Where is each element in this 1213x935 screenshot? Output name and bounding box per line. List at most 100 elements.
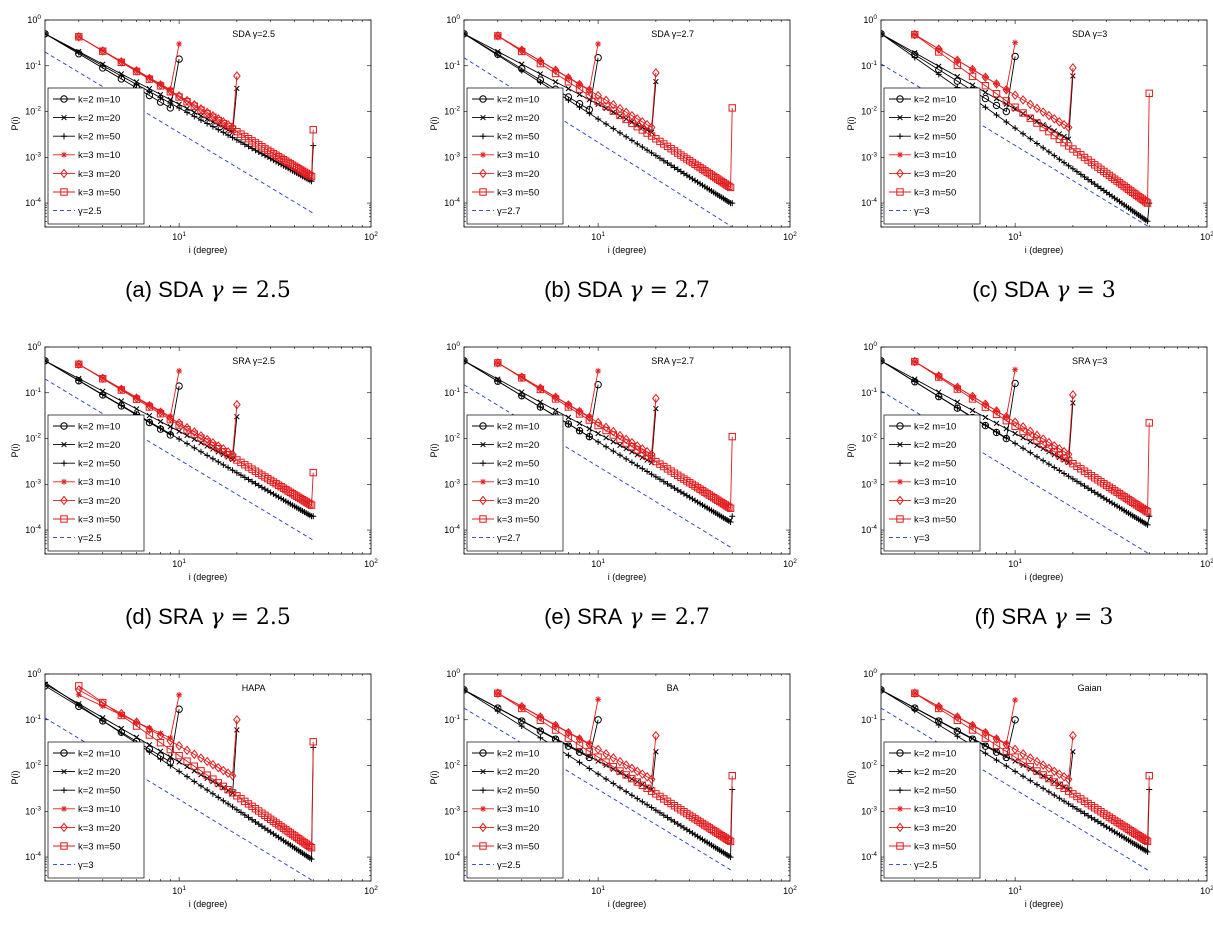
panel-6: 101 102 100 10-1 10-2 10-3 10-4 i (degree) P(i) S… — [846, 341, 1213, 630]
legend-label: k=2 m=10 — [497, 421, 539, 432]
legend-entry: k=3 m=20 — [889, 168, 956, 180]
y-tick-label: 10-3 — [861, 805, 877, 816]
data-point — [586, 740, 593, 747]
data-point — [183, 98, 191, 106]
panel-caption: (a) SDA γ = 2.5 — [125, 277, 291, 303]
legend-entry: k=3 m=50 — [53, 187, 120, 198]
data-point — [233, 127, 241, 136]
caption-label: (g) HAPA — [162, 931, 254, 935]
data-point — [1020, 435, 1026, 441]
panel-9: 101 102 100 10-1 10-2 10-3 10-4 i (degree) P(i) G… — [846, 668, 1213, 935]
series-7 — [45, 51, 314, 214]
legend-label: k=3 m=10 — [914, 804, 956, 815]
data-point — [982, 729, 989, 736]
data-point — [229, 134, 236, 141]
series-3 — [45, 357, 317, 520]
data-point — [306, 171, 314, 180]
data-point — [652, 790, 660, 798]
legend-marker — [479, 749, 487, 757]
data-point — [1070, 400, 1076, 406]
legend-entry: k=2 m=50 — [472, 459, 539, 470]
data-point — [1033, 140, 1040, 147]
x-tick-label: 101 — [1008, 558, 1022, 569]
series-6 — [911, 30, 1153, 207]
data-point — [707, 492, 716, 501]
data-point — [1081, 483, 1088, 490]
data-point — [575, 410, 584, 418]
legend-label: γ=2.5 — [78, 206, 102, 217]
data-point — [623, 133, 630, 140]
data-point — [237, 130, 245, 138]
legend-entry: k=2 m=20 — [889, 767, 956, 778]
data-point — [551, 69, 560, 78]
data-point — [495, 705, 501, 711]
data-point — [237, 139, 244, 146]
data-point — [616, 452, 623, 459]
data-point — [656, 476, 663, 483]
data-point — [664, 480, 671, 487]
data-point — [237, 472, 244, 479]
x-tick-label: 102 — [1200, 558, 1213, 569]
data-point — [726, 837, 735, 846]
caption-gamma-symbol: γ — [203, 605, 224, 630]
legend-entry: γ=2.5 — [472, 860, 521, 871]
legend-marker — [896, 515, 904, 523]
legend-label: k=2 m=20 — [914, 113, 956, 124]
legend-entry: k=2 m=20 — [472, 113, 539, 124]
data-point — [1091, 489, 1098, 496]
data-point — [953, 61, 962, 70]
legend-label: k=3 m=10 — [78, 477, 120, 488]
data-point — [935, 71, 942, 78]
caption-equals: = — [223, 278, 255, 303]
series-5 — [910, 29, 1077, 133]
data-point — [634, 462, 641, 469]
data-point — [709, 826, 718, 835]
data-point — [660, 812, 667, 819]
series-layer — [45, 30, 317, 214]
data-point — [728, 771, 736, 780]
data-point — [602, 426, 610, 435]
data-point — [176, 759, 182, 765]
data-point — [594, 716, 602, 724]
data-point — [725, 836, 733, 845]
data-point — [157, 418, 164, 425]
series-7 — [464, 57, 733, 227]
data-point — [602, 758, 610, 766]
data-point — [145, 400, 154, 411]
data-point — [536, 727, 545, 735]
data-point — [634, 140, 641, 147]
data-point — [1011, 422, 1019, 431]
y-tick-label: 100 — [446, 668, 460, 679]
data-point — [198, 113, 204, 119]
data-point — [610, 125, 617, 132]
data-point — [1027, 438, 1034, 445]
data-point — [167, 762, 174, 769]
y-axis-label: P(i) — [429, 444, 439, 458]
data-point — [1012, 366, 1019, 373]
data-point — [881, 686, 885, 694]
data-point — [117, 58, 126, 67]
data-point — [1002, 97, 1011, 105]
data-point — [644, 801, 651, 808]
data-point — [234, 727, 240, 733]
legend-label: k=3 m=20 — [497, 823, 539, 834]
legend-entry: k=3 m=50 — [889, 187, 956, 198]
data-point — [133, 394, 140, 401]
caption-gamma-value: 2.5 — [256, 278, 291, 303]
series-5 — [493, 31, 660, 133]
legend-label: γ=2.5 — [497, 860, 521, 871]
data-point — [1061, 798, 1068, 805]
data-point — [576, 735, 583, 742]
y-tick-label: 10-3 — [25, 805, 41, 816]
data-point — [233, 399, 241, 410]
legend-marker — [897, 151, 903, 158]
legend-label: k=3 m=50 — [78, 187, 120, 198]
legend-entry: k=3 m=20 — [472, 495, 539, 507]
series-layer — [45, 679, 317, 881]
data-point — [910, 29, 919, 40]
data-point — [728, 432, 736, 441]
data-point — [594, 417, 602, 428]
tick-marks — [44, 19, 371, 228]
data-point — [602, 422, 610, 433]
x-tick-label: 102 — [364, 558, 378, 569]
